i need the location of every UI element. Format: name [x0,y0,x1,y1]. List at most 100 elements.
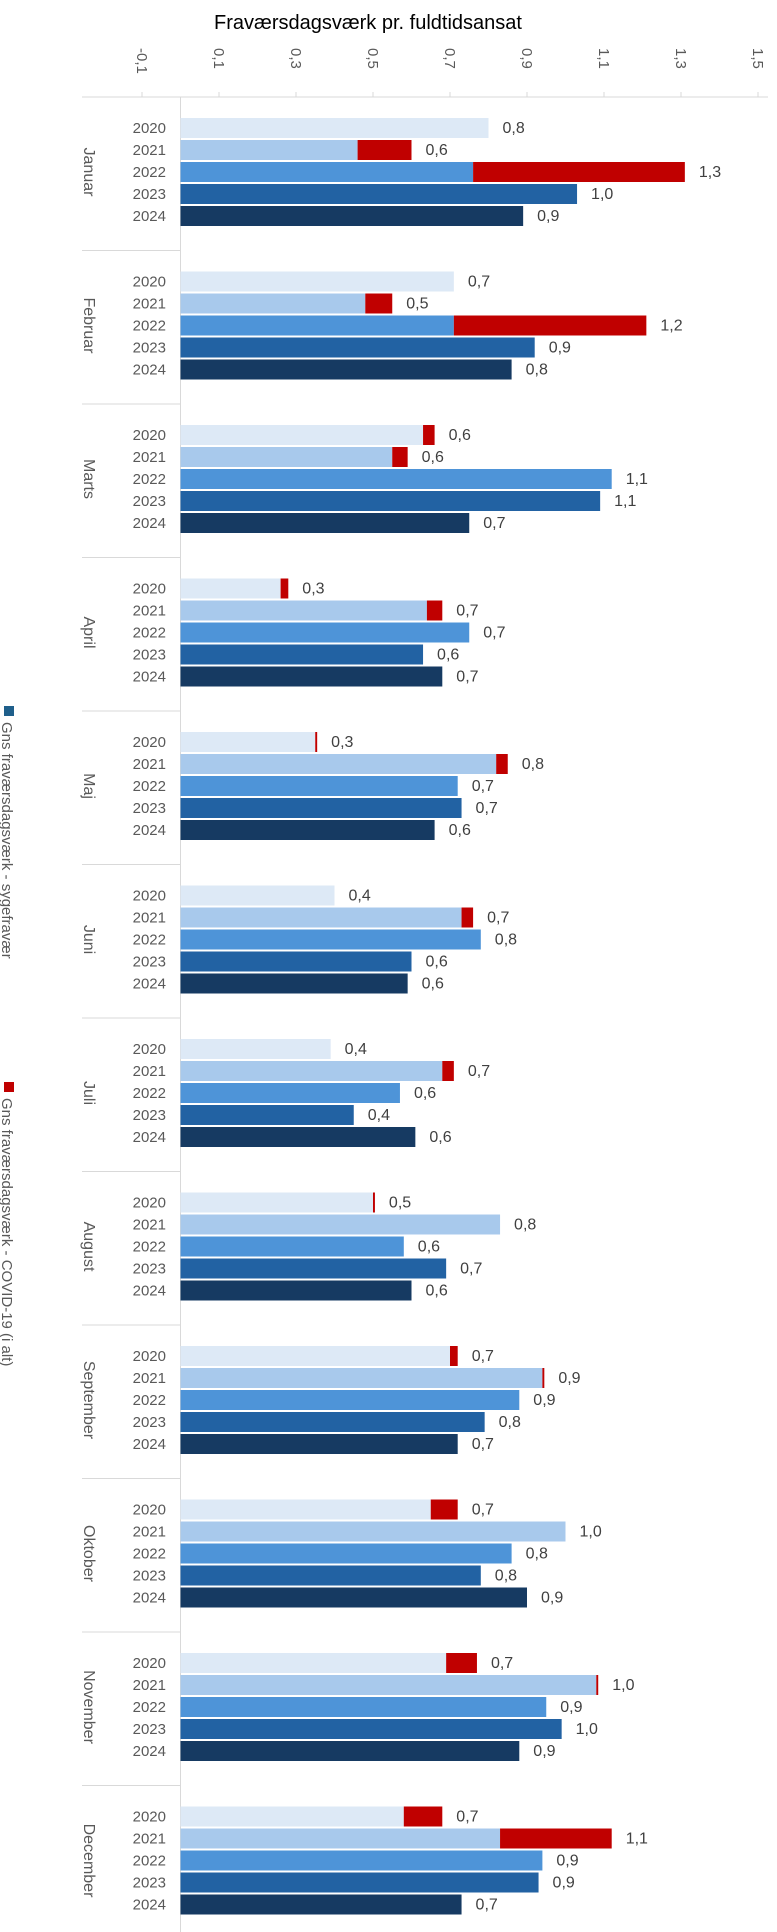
bar-covid-2021 [442,1061,454,1081]
data-label: 0,7 [472,1502,494,1519]
legend: Gns fraværsdagsværk - sygefravær Gns frav… [0,706,15,1366]
year-label: 2020 [133,580,166,597]
bar-covid-2021 [500,1828,612,1849]
x-axis: -0,1 0,1 0,3 0,5 0,7 0,9 1,1 1,3 1,5 [82,48,768,1932]
year-label: 2020 [133,1808,166,1825]
year-label: 2021 [133,1830,166,1847]
data-label: 0,4 [345,1041,367,1058]
data-label: 0,8 [499,1414,521,1431]
year-label: 2020 [133,1041,166,1058]
year-label: 2023 [133,800,166,817]
chart-title: Fraværsdagsværk pr. fuldtidsansat [214,12,522,34]
year-label: 2022 [133,1238,166,1255]
data-label: 0,6 [437,647,459,664]
year-label: 2022 [133,1699,166,1716]
bar-sick-2021 [180,1521,566,1542]
bar-sick-2023 [180,491,601,511]
data-label: 1,0 [591,186,613,203]
data-label: 0,7 [483,515,505,532]
bar-sick-2020 [180,118,489,138]
bar-sick-2024 [180,513,470,533]
year-label: 2023 [133,646,166,663]
data-label: 1,0 [612,1677,634,1694]
bar-sick-2021 [180,1828,501,1849]
bar-sick-2023 [180,1565,481,1586]
year-label: 2021 [133,602,166,619]
year-label: 2024 [133,208,166,225]
bar-sick-2021 [180,140,358,160]
data-label: 0,7 [476,1897,498,1914]
year-label: 2020 [133,887,166,904]
legend-label: Gns fraværsdagsværk - sygefravær [0,722,15,959]
year-label: 2024 [133,1129,166,1146]
data-label: 0,9 [556,1853,578,1870]
bar-covid-2020 [403,1806,443,1827]
bar-sick-2020 [180,1499,431,1520]
year-label: 2024 [133,1743,166,1760]
month-label: December [80,1824,97,1898]
data-label: 0,4 [368,1107,390,1124]
bar-sick-2021 [180,1675,597,1695]
bar-sick-2022 [180,1850,543,1871]
year-label: 2021 [133,1523,166,1540]
year-label: 2024 [133,515,166,532]
year-label: 2023 [133,186,166,203]
bar-sick-2020 [180,885,335,906]
year-label: 2023 [133,953,166,970]
bar-sick-2021 [180,1061,443,1081]
month-group-februar: Februar 2020 0,7 2021 0,5 2022 1,2 2023 0,9 2024 0… [80,271,683,405]
year-label: 2024 [133,975,166,992]
bar-sick-2023 [180,644,424,665]
data-label: 0,3 [302,581,324,598]
data-label: 1,0 [580,1524,602,1541]
data-label: 1,1 [626,1831,648,1848]
data-label: 0,7 [487,910,509,927]
data-label: 0,3 [331,734,353,751]
data-label: 0,8 [526,362,548,379]
data-label: 1,2 [660,318,682,335]
bar-sick-2021 [180,754,497,774]
month-group-januar: Januar 2020 0,8 2021 0,6 2022 1,3 2023 1,0 2024 0,… [80,118,721,251]
year-label: 2023 [133,339,166,356]
year-label: 2022 [133,317,166,334]
data-label: 0,6 [426,1283,448,1300]
legend-item: Gns fraværsdagsværk - sygefravær [0,706,15,959]
month-group-august: August 2020 0,5 2021 0,8 2022 0,6 2023 0,7 2024 0,… [80,1192,536,1326]
data-label: 0,9 [541,1590,563,1607]
data-label: 0,5 [389,1195,411,1212]
month-label: Januar [80,148,97,198]
bar-sick-2024 [180,973,408,994]
bar-sick-2020 [180,578,281,599]
bar-sick-2020 [180,425,424,445]
year-label: 2023 [133,1567,166,1584]
data-label: 0,9 [553,1875,575,1892]
data-label: 0,6 [422,976,444,993]
data-label: 1,1 [626,471,648,488]
year-label: 2024 [133,822,166,839]
year-label: 2021 [133,1677,166,1694]
bar-sick-2024 [180,359,512,380]
bar-sick-2022 [180,1083,400,1103]
bar-sick-2023 [180,951,412,972]
month-group-oktober: Oktober 2020 0,7 2021 1,0 2022 0,8 2023 0,8 2024 0… [80,1499,602,1633]
month-label: Oktober [80,1525,97,1583]
data-label: 1,1 [614,493,636,510]
year-label: 2021 [133,295,166,312]
month-label: September [80,1361,97,1440]
bar-covid-2021 [357,140,412,160]
bar-covid-2021 [461,907,474,928]
data-label: 0,7 [468,1063,490,1080]
data-label: 0,8 [522,756,544,773]
year-label: 2022 [133,1852,166,1869]
year-label: 2022 [133,931,166,948]
year-label: 2023 [133,1721,166,1738]
bar-sick-2023 [180,184,578,204]
data-label: 0,6 [426,142,448,159]
year-label: 2023 [133,1874,166,1891]
legend-swatch [4,706,14,716]
bar-sick-2020 [180,271,454,292]
data-label: 0,5 [406,296,428,313]
bar-sick-2024 [180,1741,520,1761]
month-label: November [80,1670,97,1744]
bar-covid-2021 [365,293,393,314]
